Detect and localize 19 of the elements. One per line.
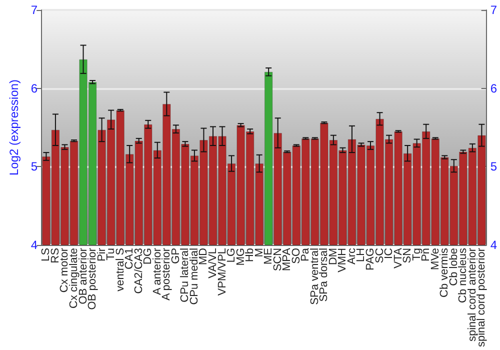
y2-tick-label: 7 bbox=[490, 3, 498, 17]
x-tick-label: Cb lobe bbox=[448, 248, 460, 286]
y-tick-label: 5 bbox=[30, 160, 38, 174]
x-tick-label: CPu medial bbox=[188, 248, 200, 305]
y-tick-label: 6 bbox=[30, 81, 38, 96]
x-tick-label: Pa bbox=[300, 247, 312, 262]
y2-tick-label: 5 bbox=[490, 160, 498, 174]
y-axis-title: Log2 (expression) bbox=[7, 79, 21, 176]
x-tick-label: IC bbox=[383, 248, 396, 259]
x-tick-label: RS bbox=[49, 248, 62, 264]
x-tick-label: SO bbox=[290, 248, 302, 264]
x-tick-label: SCN bbox=[272, 248, 284, 272]
x-tick-label: spinal cord posterior bbox=[476, 248, 488, 348]
x-tick-label: OB anterior bbox=[77, 248, 90, 304]
y2-tick-label: 6 bbox=[490, 81, 498, 96]
y-tick-label: 7 bbox=[30, 3, 38, 17]
y-tick-label: 4 bbox=[30, 238, 38, 252]
y2-tick-label: 4 bbox=[490, 238, 498, 252]
x-tick-label: VA/VL bbox=[206, 248, 219, 278]
